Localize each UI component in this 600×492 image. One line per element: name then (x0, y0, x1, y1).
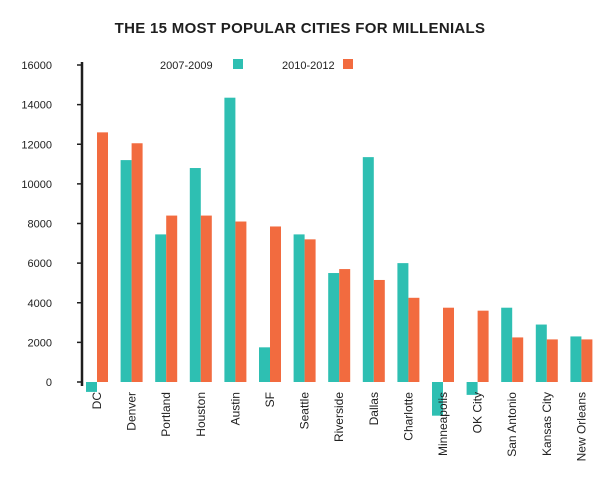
x-category-label: Minneapolis (436, 392, 450, 456)
chart-title: THE 15 MOST POPULAR CITIES FOR MILLENIAL… (114, 20, 486, 37)
bar-2007-2009-seattle (293, 234, 305, 382)
legend: 2007-2009 2010-2012 (160, 59, 353, 72)
bar-2007-2009-new-orleans (570, 336, 582, 382)
legend-label: 2010-2012 (282, 60, 335, 72)
x-category-label: Austin (228, 392, 242, 425)
x-category-label: Charlotte (401, 392, 415, 441)
bar-2010-2012-riverside (339, 269, 351, 382)
y-tick-label: 2000 (28, 337, 52, 349)
y-tick-label: 10000 (21, 179, 52, 191)
bar-2010-2012-seattle (304, 239, 316, 382)
x-category-label: OK City (471, 392, 485, 433)
y-axis: 0 2000 4000 6000 8000 10000 12000 14000 16000 (21, 60, 84, 389)
bar-2007-2009-minneapolis (432, 382, 443, 416)
bar-2010-2012-new-orleans (581, 339, 593, 382)
x-category-label: Portland (159, 392, 173, 437)
bar-2010-2012-houston (200, 215, 212, 382)
x-category-label: Kansas City (540, 392, 554, 456)
bar-2007-2009-ok-city (466, 382, 478, 395)
x-axis-labels: DC Denver Portland Houston Austin SF Seattle Ri… (90, 392, 588, 462)
bar-2010-2012-sf (270, 226, 281, 382)
bar-2007-2009-dallas (362, 157, 374, 382)
bar-2010-2012-minneapolis (443, 307, 454, 382)
bar-2010-2012-ok-city (477, 310, 489, 382)
x-category-label: Seattle (298, 392, 312, 430)
y-tick-label: 8000 (28, 219, 52, 231)
x-category-label: SF (263, 392, 277, 407)
x-category-label: Riverside (332, 392, 346, 442)
bar-2007-2009-charlotte (397, 263, 409, 382)
x-category-label: New Orleans (574, 392, 588, 461)
bar-2007-2009-houston (189, 168, 201, 382)
bar-2007-2009-riverside (328, 273, 340, 382)
x-category-label: Denver (125, 392, 139, 431)
y-tick-label: 4000 (28, 298, 52, 310)
bar-2007-2009-san-antonio (501, 307, 513, 382)
bar-2010-2012-dallas (373, 279, 385, 382)
x-category-label: Dallas (367, 392, 381, 425)
bar-2010-2012-dc (97, 132, 108, 382)
bar-2007-2009-dc (86, 382, 97, 392)
y-tick-label: 6000 (28, 258, 52, 270)
y-tick-label: 0 (46, 377, 52, 389)
x-category-label: Houston (194, 392, 208, 437)
bars (86, 97, 593, 416)
bar-2010-2012-kansas-city (546, 339, 558, 382)
y-tick-label: 16000 (21, 60, 52, 72)
legend-swatch (233, 59, 243, 69)
y-tick-label: 12000 (21, 139, 52, 151)
bar-2007-2009-austin (224, 97, 236, 383)
bar-2007-2009-denver (120, 160, 132, 382)
legend-swatch (343, 59, 353, 69)
bar-2007-2009-kansas-city (535, 324, 547, 382)
bar-2010-2012-charlotte (408, 297, 420, 382)
bar-2010-2012-portland (166, 215, 178, 382)
legend-label: 2007-2009 (160, 60, 213, 72)
bar-2010-2012-san-antonio (512, 337, 524, 382)
bar-2007-2009-portland (155, 234, 167, 382)
x-category-label: San Antonio (505, 392, 519, 457)
bar-2010-2012-denver (131, 143, 143, 382)
bar-2010-2012-austin (235, 221, 247, 382)
bar-2007-2009-sf (259, 347, 270, 382)
y-tick-label: 14000 (21, 100, 52, 112)
x-category-label: DC (90, 392, 104, 410)
